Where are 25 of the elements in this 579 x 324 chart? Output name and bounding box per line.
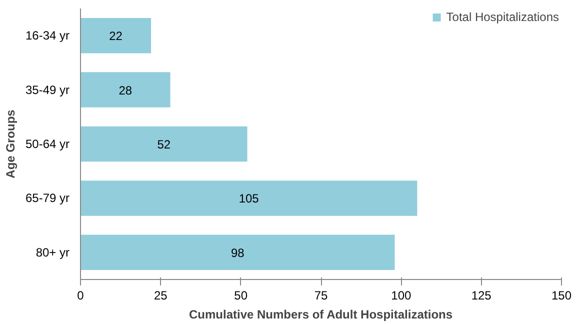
x-tick-label: 25 [154,288,168,302]
y-tick-label: 50-64 yr [25,137,70,151]
y-tick-label: 80+ yr [36,245,70,260]
bar [80,72,170,108]
data-label: 98 [230,246,245,260]
bar [80,18,152,54]
x-tick-label: 50 [234,288,248,302]
x-tick-label: 125 [471,288,492,302]
data-label: 28 [118,83,132,98]
x-tick-label: 75 [314,288,328,302]
y-axis-title: Age Groups [3,109,18,178]
bar [80,180,418,216]
bar [80,126,248,162]
x-axis-title: Cumulative Numbers of Adult Hospitalizations [188,308,453,322]
data-label: 22 [109,29,123,44]
legend-label: Total Hospitalizations [446,10,559,24]
y-tick-label: 35-49 yr [25,82,70,97]
bar [80,234,395,270]
data-label: 105 [238,192,260,206]
data-label: 52 [157,138,171,152]
y-tick-label: 16-34 yr [25,28,70,43]
x-tick-label: 0 [77,288,84,302]
y-tick-label: 65-79 yr [25,191,70,206]
x-tick-label: 150 [551,288,572,302]
x-tick-label: 100 [391,288,412,302]
